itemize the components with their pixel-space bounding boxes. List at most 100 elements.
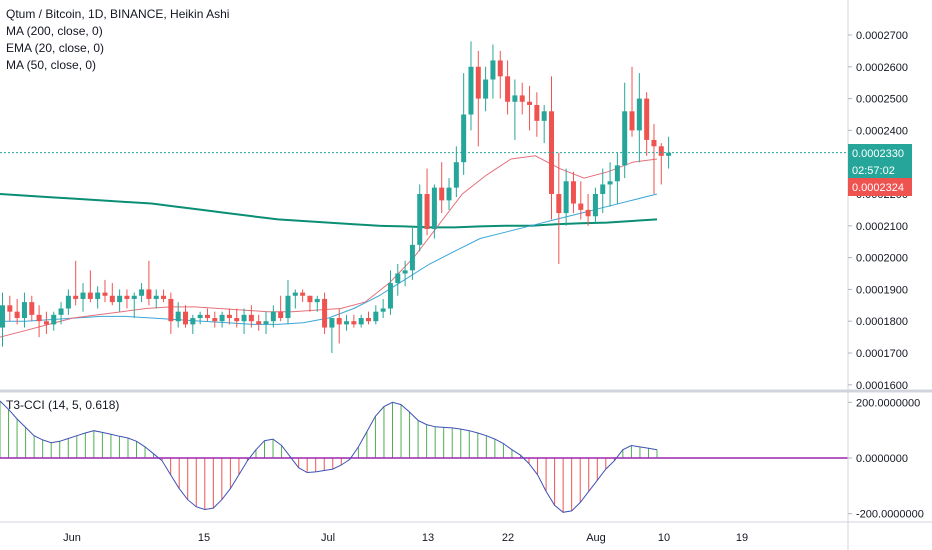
- candle: [73, 260, 79, 306]
- candle: [490, 44, 496, 99]
- candle-body: [636, 98, 642, 131]
- candle: [58, 302, 64, 325]
- candle: [483, 66, 489, 112]
- price-axis[interactable]: 0.0001600 0.0001700 0.0001800 0.0001900 0.00…: [848, 30, 908, 392]
- candle-body: [424, 194, 430, 229]
- time-axis[interactable]: Jun 15 Jul 13 22 Aug 10 19: [63, 532, 748, 544]
- candle: [197, 311, 203, 325]
- candle-body: [512, 95, 518, 102]
- candle-body: [80, 292, 86, 299]
- candle: [139, 283, 145, 303]
- symbol-title[interactable]: Qtum / Bitcoin, 1D, BINANCE, Heikin Ashi: [6, 7, 230, 21]
- candle-body: [0, 305, 5, 328]
- candle: [380, 298, 386, 319]
- candle: [102, 279, 108, 303]
- time-tick-label: 19: [736, 532, 748, 544]
- price-tick-label: 0.0002500: [856, 94, 908, 106]
- candle: [417, 184, 423, 252]
- candle: [497, 50, 503, 99]
- candle: [541, 104, 547, 144]
- candle-body: [446, 187, 452, 201]
- cci-layer: [0, 400, 848, 513]
- ma50-legend[interactable]: MA (50, close, 0): [6, 58, 97, 72]
- candle: [153, 289, 159, 309]
- candle-body: [226, 314, 232, 319]
- candle-body: [21, 302, 27, 319]
- candle-body: [131, 295, 137, 299]
- candle-body: [102, 292, 108, 296]
- candle: [270, 305, 276, 328]
- candle: [256, 314, 262, 331]
- candle: [43, 311, 49, 334]
- candle-body: [36, 314, 42, 322]
- ma50-line-layer: [0, 193, 658, 325]
- cci-line: [0, 400, 658, 513]
- candle-body: [58, 308, 64, 315]
- ema20-legend[interactable]: EMA (20, close, 0): [6, 41, 105, 55]
- price-tick-label: 0.0002600: [856, 62, 908, 74]
- candle: [204, 308, 210, 322]
- candle-body: [300, 292, 306, 296]
- candle-body: [519, 95, 525, 102]
- candle-body: [351, 321, 357, 325]
- candle: [300, 289, 306, 303]
- candle: [234, 308, 240, 328]
- candle-body: [139, 289, 145, 296]
- candle: [373, 305, 379, 325]
- candle-body: [51, 314, 57, 325]
- ma200-line: [0, 193, 658, 229]
- candle-body: [344, 321, 350, 325]
- candle: [344, 314, 350, 331]
- candle: [292, 289, 298, 309]
- candle: [519, 82, 525, 115]
- price-tick-label: 0.0001800: [856, 316, 908, 328]
- candle-body: [248, 314, 254, 322]
- time-tick-label: Jul: [321, 532, 335, 544]
- candle-body: [183, 311, 188, 325]
- candle: [409, 225, 415, 280]
- candle-body: [65, 295, 71, 309]
- low-price-tag-bg: [848, 178, 912, 196]
- candle: [0, 292, 5, 347]
- candle-body: [402, 270, 408, 274]
- candle: [314, 295, 320, 312]
- time-tick-label: Jun: [63, 532, 81, 544]
- candle: [190, 314, 196, 334]
- candle-body: [292, 292, 298, 296]
- countdown-tag: 02:57:02: [852, 165, 895, 177]
- candle: [395, 263, 401, 296]
- candle-body: [614, 165, 620, 182]
- candle: [563, 168, 569, 226]
- candle-body: [278, 311, 284, 319]
- candle-body: [607, 181, 613, 185]
- candle: [607, 162, 613, 207]
- cci-legend[interactable]: T3-CCI (14, 5, 0.618): [6, 398, 120, 412]
- candles-layer[interactable]: [0, 41, 672, 354]
- candle: [14, 298, 20, 325]
- candle: [658, 143, 664, 185]
- candle: [168, 292, 174, 334]
- candle: [556, 152, 562, 264]
- candle: [124, 289, 130, 309]
- ma200-legend[interactable]: MA (200, close, 0): [6, 24, 103, 38]
- cci-axis[interactable]: 200.0000000 0.0000000 -200.0000000: [848, 397, 924, 521]
- candle-body: [578, 203, 584, 210]
- time-tick-label: 13: [422, 532, 434, 544]
- candle-body: [124, 295, 130, 299]
- candle: [131, 292, 137, 319]
- current-price-tag: 0.0002330: [852, 148, 904, 160]
- candle-body: [219, 314, 225, 322]
- candle-body: [14, 311, 20, 319]
- candle-body: [600, 184, 606, 194]
- price-tick-label: 0.0002100: [856, 221, 908, 233]
- candle-body: [549, 111, 554, 194]
- candle-body: [563, 181, 569, 214]
- countdown-tag-bg: [848, 162, 912, 178]
- time-tick-label: 22: [502, 532, 514, 544]
- candle: [592, 187, 598, 223]
- candle-body: [592, 194, 598, 217]
- candle: [453, 146, 459, 198]
- candle: [263, 311, 269, 334]
- candle-body: [658, 146, 664, 156]
